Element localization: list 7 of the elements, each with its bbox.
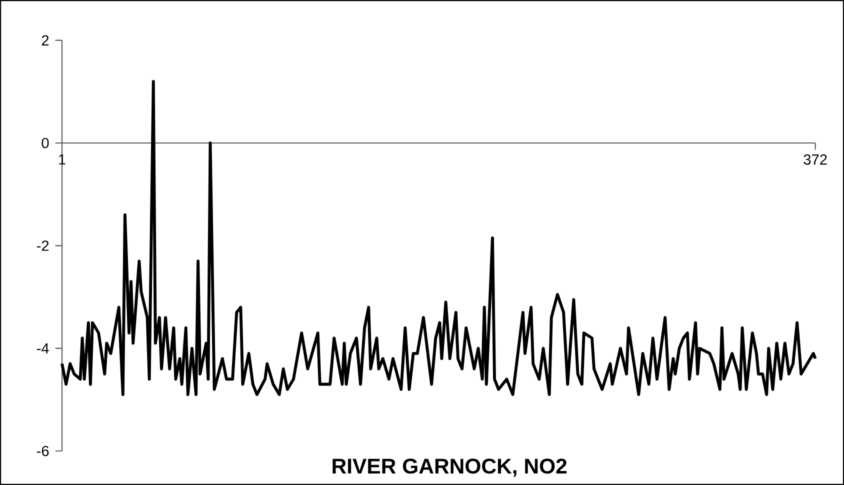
y-tick-label: -6 [36, 446, 49, 456]
x-tick-label: 372 [804, 154, 827, 165]
y-tick-label: -2 [36, 240, 49, 251]
y-tick-label: 0 [42, 138, 49, 148]
y-tick-label: 2 [42, 35, 49, 46]
y-tick-label: -4 [36, 343, 49, 354]
text: RIVER GARNOCK, NO2 [332, 458, 567, 477]
